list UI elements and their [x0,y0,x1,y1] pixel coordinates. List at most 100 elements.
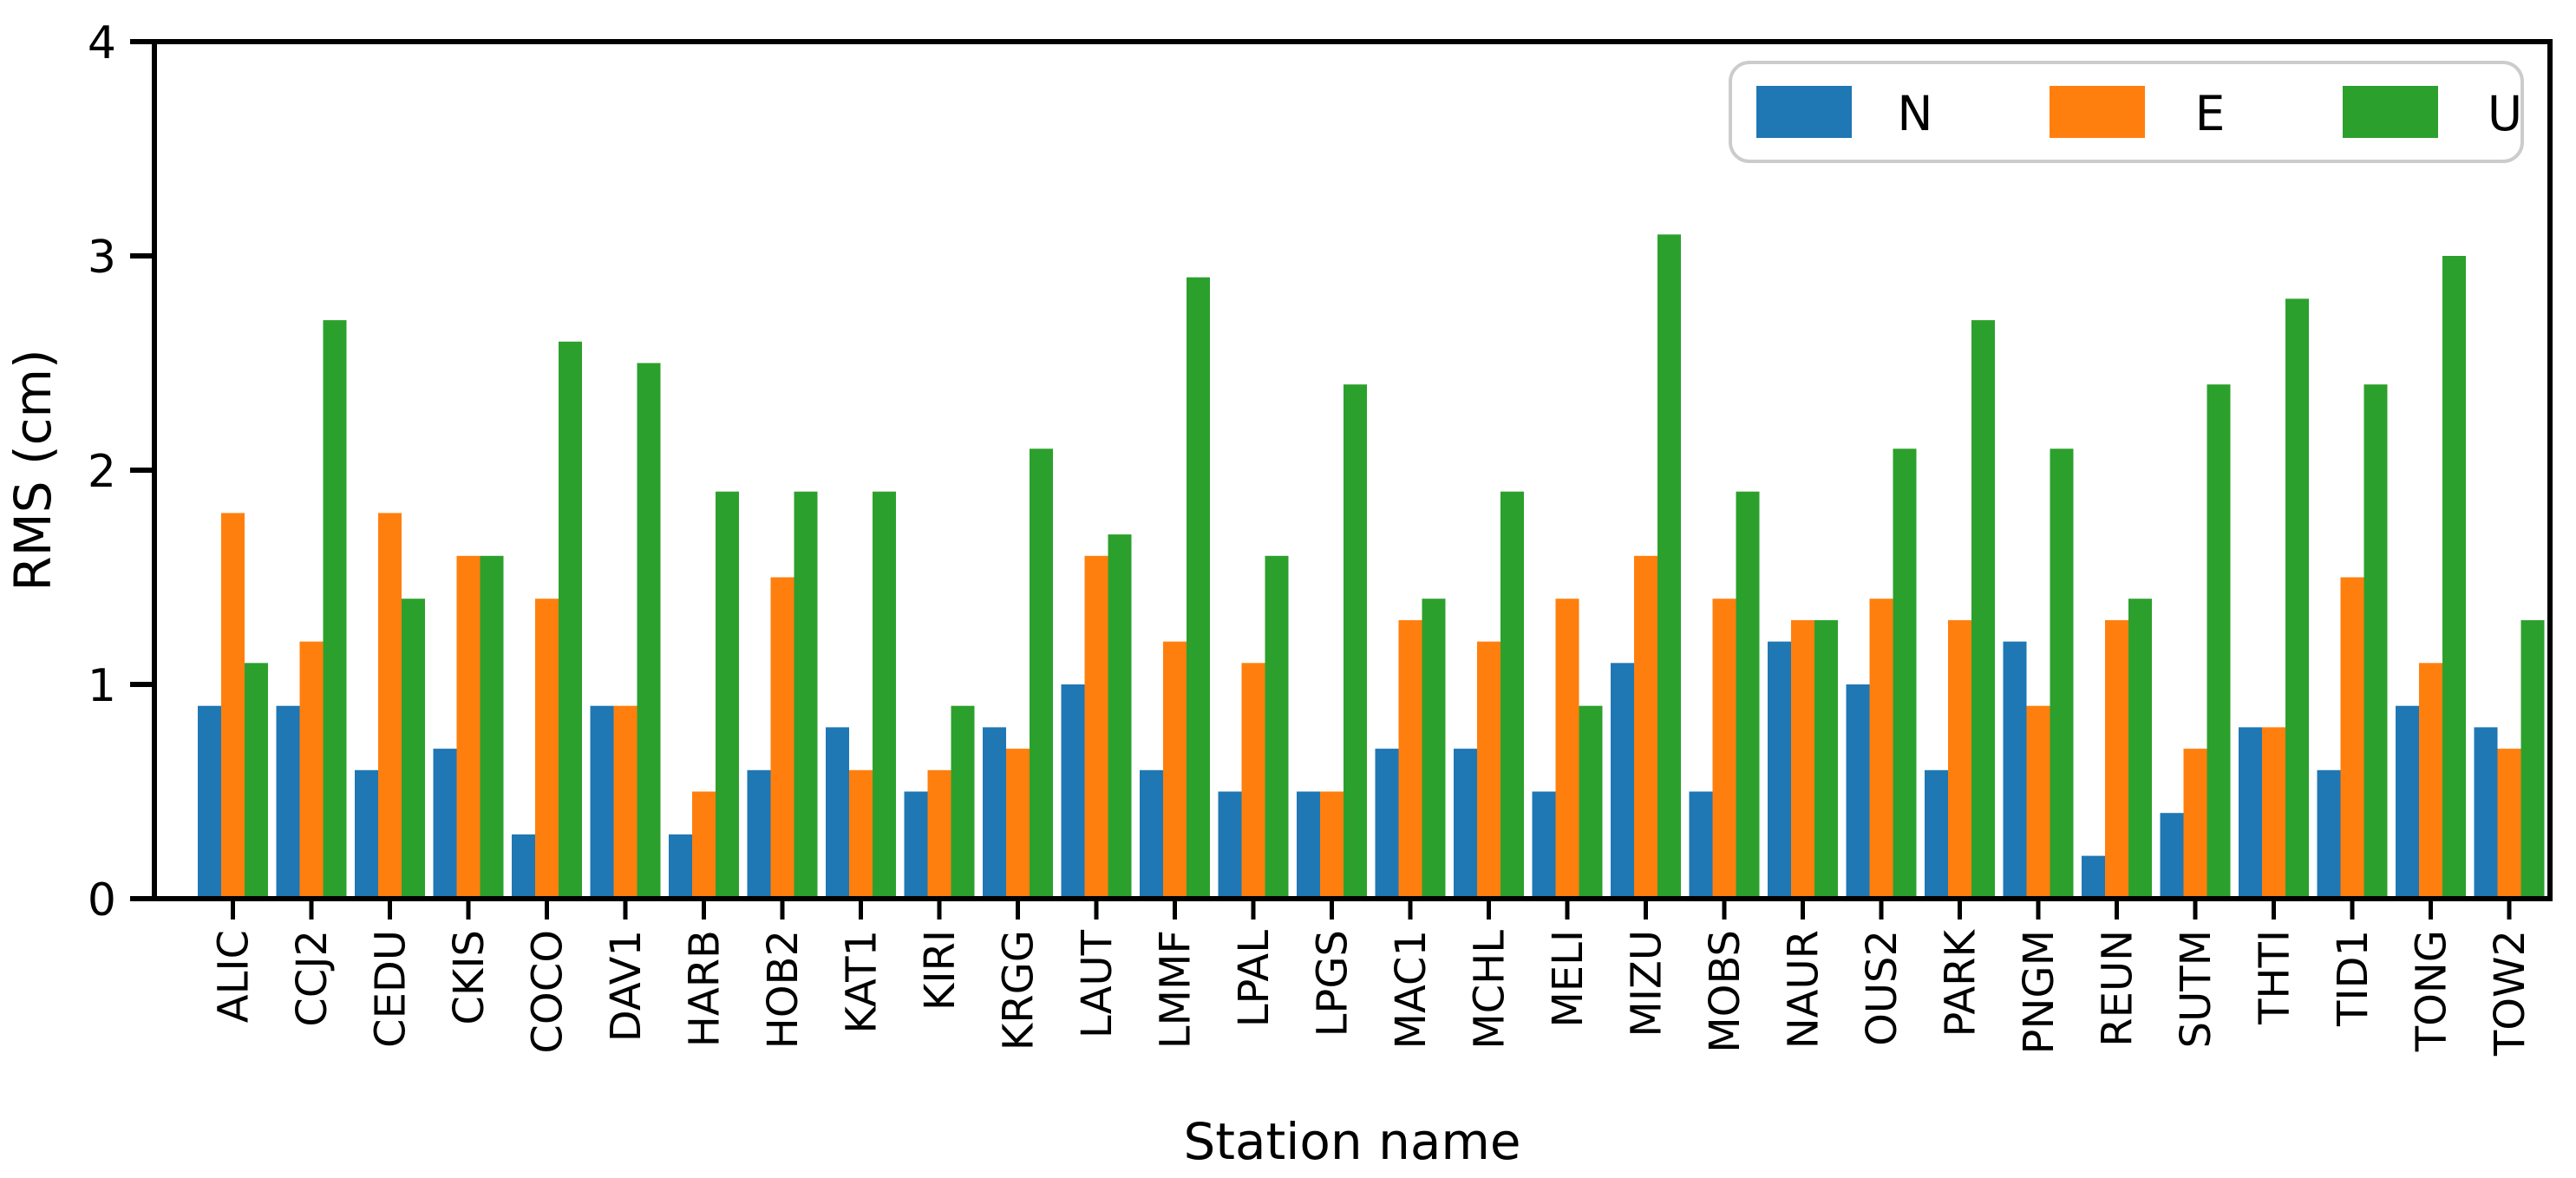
bar-naur-u [1814,619,1838,899]
x-tick-label-naur: NAUR [1780,930,1828,1049]
x-tick-label-meli: MELI [1544,930,1592,1028]
x-tick-label-hob2: HOB2 [759,930,807,1049]
bar-meli-n [1532,791,1556,899]
x-tick-label-mchl: MCHL [1466,930,1514,1050]
bar-reun-u [2128,599,2152,899]
bar-tow2-e [2497,749,2521,899]
bar-reun-e [2105,619,2128,899]
bar-lmmf-e [1163,641,1187,899]
y-tick-label: 2 [88,446,116,498]
bar-alic-u [245,663,268,899]
x-axis-title: Station name [1183,1112,1520,1171]
x-tick-label-krgg: KRGG [995,930,1043,1050]
bar-naur-n [1768,641,1791,899]
x-tick-label-tong: TONG [2408,930,2456,1052]
bar-alic-n [198,705,221,899]
bar-cedu-u [402,599,425,899]
bar-thti-n [2239,727,2262,899]
x-tick-label-tow2: TOW2 [2486,930,2534,1057]
bar-tid1-u [2364,384,2388,899]
bar-thti-u [2285,298,2309,899]
y-tick-label: 0 [88,874,116,926]
x-tick-label-laut: LAUT [1073,929,1121,1038]
bar-ccj2-n [276,705,300,899]
bar-tong-u [2442,256,2466,899]
y-tick-label: 3 [88,232,116,284]
legend-label-u: U [2488,86,2522,141]
x-tick-label-ous2: OUS2 [1858,930,1906,1046]
bar-mobs-u [1736,491,1760,899]
bar-dav1-n [590,705,614,899]
bar-park-n [1925,769,1948,899]
x-tick-label-ckis: CKIS [445,930,494,1025]
legend-swatch-n [1756,86,1852,138]
bar-thti-e [2262,727,2285,899]
bar-tid1-n [2317,769,2341,899]
bar-ous2-n [1846,684,1870,899]
bar-mobs-e [1712,599,1736,899]
x-tick-label-kat1: KAT1 [838,930,886,1034]
bar-cedu-e [378,513,402,899]
x-tick-label-ccj2: CCJ2 [288,930,337,1027]
bar-hob2-e [770,577,794,899]
bar-tong-n [2396,705,2419,899]
y-axis-ticks: 0 1 2 3 4 [88,17,154,926]
x-tick-label-mizu: MIZU [1623,930,1671,1037]
x-tick-label-lpal: LPAL [1230,930,1278,1027]
bar-park-u [1971,320,1995,900]
bar-tow2-u [2520,619,2545,899]
bar-sutm-e [2183,749,2207,899]
bar-pngm-n [2003,641,2027,899]
bar-dav1-u [637,363,661,899]
bar-hob2-n [747,769,771,899]
bar-ccj2-e [299,641,324,899]
x-tick-label-lpgs: LPGS [1309,930,1357,1037]
bar-mizu-n [1611,663,1634,899]
x-tick-label-harb: HARB [681,930,729,1047]
x-tick-label-tid1: TID1 [2329,930,2377,1027]
bar-lpgs-e [1320,791,1344,899]
x-tick-label-coco: COCO [524,930,572,1054]
bar-kat1-e [849,769,873,899]
bar-mizu-u [1657,234,1681,899]
bar-kiri-n [904,791,928,899]
bar-lpal-u [1265,555,1289,899]
bar-ckis-e [456,555,481,899]
x-axis-ticks: ALIC CCJ2 CEDU CKIS COCO DAV1 HARB HOB2 KAT1 KIRI… [210,899,2534,1057]
x-tick-label-reun: REUN [2094,930,2142,1047]
bar-mchl-e [1477,641,1500,899]
bar-dav1-e [613,705,637,899]
bar-tong-e [2419,663,2442,899]
x-tick-label-park: PARK [1937,928,1985,1037]
bar-hob2-u [794,491,818,899]
legend-swatch-e [2050,86,2145,138]
bars-group [198,234,2545,900]
legend-swatch-u [2343,86,2438,138]
x-tick-label-cedu: CEDU [367,930,415,1048]
bar-mobs-n [1689,791,1713,899]
bar-laut-e [1084,555,1108,899]
bar-kiri-e [927,769,951,899]
bar-harb-u [716,491,739,899]
bar-krgg-e [1006,749,1030,899]
bar-lmmf-n [1140,769,1163,899]
bar-mac1-n [1375,749,1399,899]
legend-label-e: E [2195,86,2226,141]
bar-reun-n [2082,855,2105,899]
bar-kiri-u [951,705,975,899]
bar-mchl-n [1454,749,1477,899]
bar-naur-e [1791,619,1814,899]
x-tick-label-alic: ALIC [210,930,258,1023]
bar-ckis-n [433,749,457,899]
bar-mizu-e [1634,555,1657,899]
x-tick-label-kiri: KIRI [916,930,964,1011]
bar-lpal-e [1241,663,1265,899]
bar-meli-e [1555,599,1579,899]
bar-kat1-n [826,727,849,899]
bar-mac1-e [1398,619,1422,899]
bar-ccj2-u [323,320,347,900]
